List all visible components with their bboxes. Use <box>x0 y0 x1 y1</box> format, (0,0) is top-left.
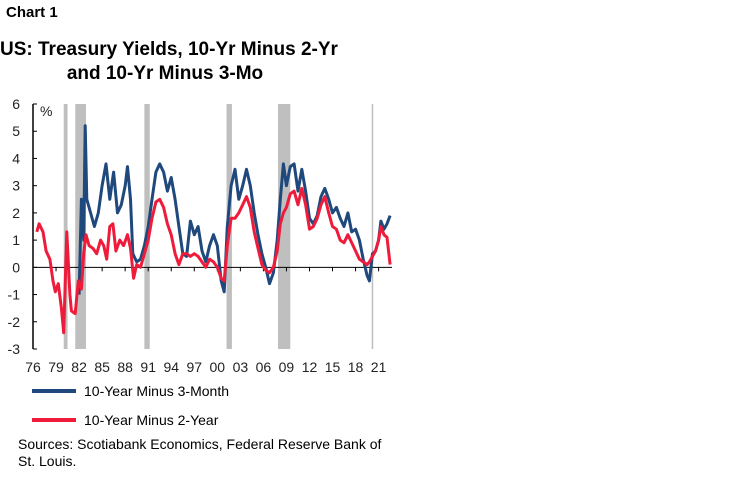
y-tick-label: 4 <box>12 150 20 166</box>
y-tick-label: 3 <box>12 178 20 194</box>
chart-title: US: Treasury Yields, 10-Yr Minus 2-Yr an… <box>0 38 338 86</box>
chart-title-line-1: US: Treasury Yields, 10-Yr Minus 2-Yr <box>0 39 338 60</box>
recession-band <box>63 104 68 349</box>
recession-band <box>371 104 374 349</box>
x-tick-label: 12 <box>302 359 318 375</box>
x-tick-label: 91 <box>140 359 156 375</box>
x-tick-label: 00 <box>210 359 226 375</box>
legend-swatch-2y <box>32 418 76 422</box>
x-tick-label: 03 <box>233 359 249 375</box>
legend-label-2y: 10-Year Minus 2-Year <box>84 412 219 428</box>
series-line-10y-3m <box>77 124 392 295</box>
recession-band <box>277 104 291 349</box>
y-tick-label: 5 <box>12 123 20 139</box>
y-tick-label: -3 <box>8 341 21 357</box>
chart-title-line-2: and 10-Yr Minus 3-Mo <box>66 63 264 84</box>
x-tick-label: 79 <box>48 359 64 375</box>
series-line-10y-2y <box>35 186 392 335</box>
x-tick-label: 76 <box>25 359 41 375</box>
y-tick-label: 6 <box>12 96 20 112</box>
x-tick-label: 21 <box>371 359 387 375</box>
chart-label: Chart 1 <box>6 4 58 21</box>
x-tick-label: 18 <box>348 359 364 375</box>
y-tick-label: 1 <box>12 232 20 248</box>
series-lines <box>35 124 392 335</box>
x-tick-label: 09 <box>279 359 295 375</box>
y-tick-label: -1 <box>8 287 21 303</box>
x-tick-label: 85 <box>94 359 110 375</box>
x-tick-label: 15 <box>325 359 341 375</box>
legend-label-3m: 10-Year Minus 3-Month <box>84 383 230 399</box>
x-tick-label: 06 <box>256 359 272 375</box>
legend-item-2y: 10-Year Minus 2-Year <box>32 412 218 428</box>
x-tick-label: 82 <box>71 359 87 375</box>
y-tick-label: -2 <box>8 314 21 330</box>
x-tick-label: 97 <box>186 359 202 375</box>
legend-swatch-3m <box>32 389 76 393</box>
y-tick-label: 0 <box>12 259 20 275</box>
sources-note: Sources: Scotiabank Economics, Federal R… <box>18 436 382 469</box>
legend-item-3m: 10-Year Minus 3-Month <box>32 383 229 399</box>
y-axis-unit-label: % <box>40 103 52 119</box>
x-tick-label: 94 <box>163 359 179 375</box>
x-tick-label: 88 <box>117 359 133 375</box>
y-tick-label: 2 <box>12 205 20 221</box>
